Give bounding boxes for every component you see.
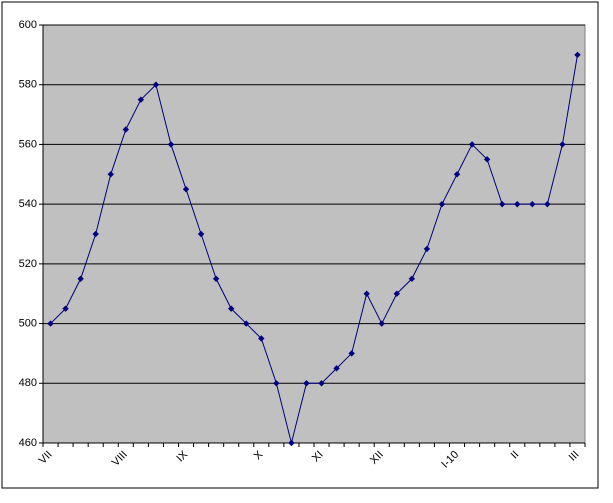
point-marker bbox=[273, 380, 280, 387]
point-marker bbox=[318, 380, 325, 387]
point-marker bbox=[438, 200, 446, 208]
point-marker bbox=[122, 126, 130, 133]
point-marker bbox=[243, 320, 250, 327]
point-marker bbox=[423, 245, 431, 253]
line bbox=[50, 54, 578, 444]
point-marker bbox=[212, 275, 220, 282]
point-marker bbox=[483, 156, 491, 163]
point-marker bbox=[227, 305, 235, 312]
point-marker bbox=[47, 320, 54, 327]
y-tick-label: 560 bbox=[19, 138, 37, 150]
y-tick-label: 520 bbox=[19, 258, 37, 270]
point-marker bbox=[288, 439, 295, 447]
point-marker bbox=[62, 305, 69, 312]
point-marker bbox=[77, 275, 84, 282]
point-marker bbox=[92, 230, 99, 238]
y-tick-label: 600 bbox=[19, 19, 37, 31]
point-marker bbox=[167, 141, 175, 148]
point-marker bbox=[303, 380, 310, 387]
point-marker bbox=[348, 350, 355, 357]
point-marker bbox=[197, 230, 205, 238]
y-tick-label: 460 bbox=[19, 437, 37, 449]
point-marker bbox=[574, 51, 581, 59]
y-tick-label: 500 bbox=[19, 317, 37, 329]
point-marker bbox=[559, 141, 566, 148]
point-marker bbox=[498, 200, 506, 208]
point-marker bbox=[378, 320, 385, 327]
point-marker bbox=[137, 96, 145, 103]
point-marker bbox=[514, 200, 521, 208]
point-marker bbox=[107, 171, 114, 178]
point-marker bbox=[333, 365, 340, 372]
point-marker bbox=[258, 335, 265, 342]
point-marker bbox=[453, 171, 461, 178]
point-marker bbox=[152, 81, 160, 88]
point-marker bbox=[544, 200, 551, 208]
y-tick-label: 580 bbox=[19, 79, 37, 91]
point-marker bbox=[468, 141, 476, 148]
point-marker bbox=[363, 290, 370, 297]
point-marker bbox=[529, 200, 536, 208]
plot-area bbox=[42, 24, 586, 444]
point-marker bbox=[182, 186, 190, 193]
y-tick-label: 540 bbox=[19, 198, 37, 210]
point-marker bbox=[408, 275, 416, 282]
y-tick-label: 480 bbox=[19, 377, 37, 389]
point-marker bbox=[393, 290, 401, 297]
